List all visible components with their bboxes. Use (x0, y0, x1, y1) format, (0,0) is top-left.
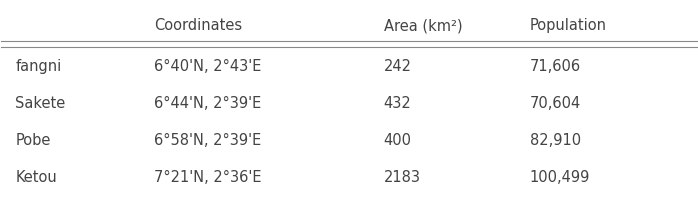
Text: 400: 400 (384, 132, 412, 147)
Text: 6°40'N, 2°43'E: 6°40'N, 2°43'E (154, 59, 262, 74)
Text: 7°21'N, 2°36'E: 7°21'N, 2°36'E (154, 169, 262, 184)
Text: 6°44'N, 2°39'E: 6°44'N, 2°39'E (154, 96, 262, 110)
Text: Sakete: Sakete (15, 96, 66, 110)
Text: 2183: 2183 (384, 169, 421, 184)
Text: Pobe: Pobe (15, 132, 51, 147)
Text: 432: 432 (384, 96, 412, 110)
Text: Area (km²): Area (km²) (384, 18, 462, 33)
Text: fangni: fangni (15, 59, 61, 74)
Text: 6°58'N, 2°39'E: 6°58'N, 2°39'E (154, 132, 262, 147)
Text: 70,604: 70,604 (530, 96, 581, 110)
Text: 100,499: 100,499 (530, 169, 590, 184)
Text: Coordinates: Coordinates (154, 18, 242, 33)
Text: Population: Population (530, 18, 607, 33)
Text: 242: 242 (384, 59, 412, 74)
Text: 71,606: 71,606 (530, 59, 581, 74)
Text: Ketou: Ketou (15, 169, 57, 184)
Text: 82,910: 82,910 (530, 132, 581, 147)
